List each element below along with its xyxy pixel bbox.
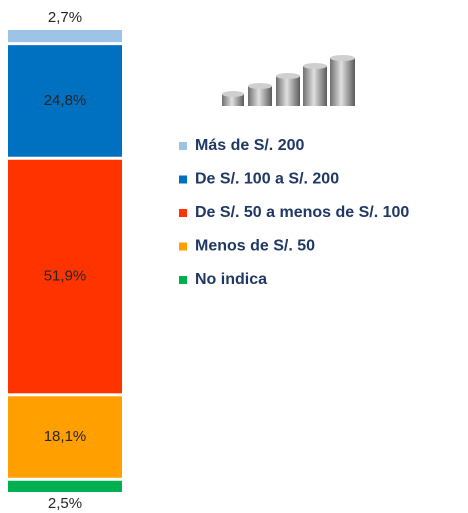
legend-label: De S/. 100 a S/. 200 xyxy=(195,171,339,188)
legend-marker xyxy=(179,175,187,184)
value-label: 51,9% xyxy=(44,267,87,284)
legend-marker xyxy=(179,142,187,150)
legend-label: Menos de S/. 50 xyxy=(195,238,315,255)
legend-label: De S/. 50 a menos de S/. 100 xyxy=(195,204,409,221)
legend-label: No indica xyxy=(195,271,267,288)
bar-segment xyxy=(8,45,122,157)
bar-segment xyxy=(8,30,122,43)
legend-label: Más de S/. 200 xyxy=(195,137,304,154)
legend-marker xyxy=(179,242,187,251)
bar-segment xyxy=(8,480,122,492)
value-label: 24,8% xyxy=(44,92,87,109)
value-label: 2,7% xyxy=(48,9,82,26)
legend-marker xyxy=(179,276,187,284)
bar-segment xyxy=(8,396,122,478)
bar-segment xyxy=(8,159,122,394)
legend-marker xyxy=(179,209,187,217)
coins-illustration xyxy=(222,55,355,106)
value-label: 18,1% xyxy=(44,428,87,445)
value-label: 2,5% xyxy=(48,495,82,512)
